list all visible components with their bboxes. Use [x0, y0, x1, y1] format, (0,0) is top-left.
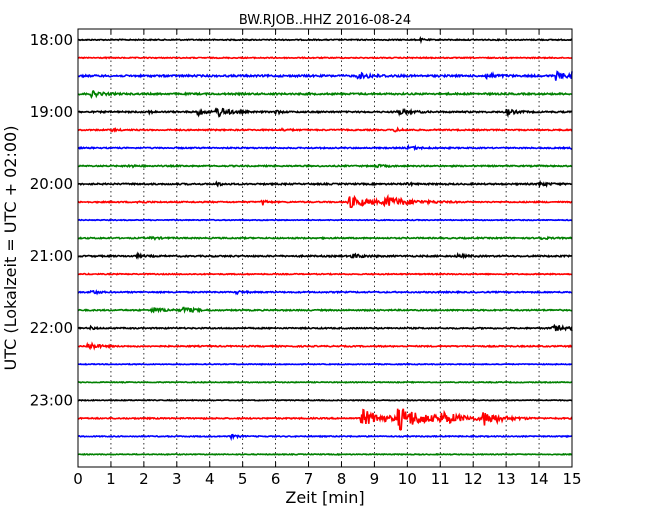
y-tick-label: 18:00: [30, 31, 73, 49]
y-tick-label: 22:00: [30, 319, 73, 337]
x-tick-label: 0: [73, 470, 83, 488]
trace-2100: [77, 251, 573, 261]
trace-2115: [77, 272, 573, 276]
x-tick-label: 3: [172, 470, 182, 488]
trace-2300: [77, 398, 573, 402]
x-tick-label: 2: [139, 470, 149, 488]
trace-1930: [77, 143, 573, 152]
trace-2345: [78, 452, 573, 456]
x-tick-label: 7: [304, 470, 314, 488]
y-tick-label: 20:00: [30, 175, 73, 193]
trace-lines: [77, 35, 573, 456]
x-tick-label: 12: [464, 470, 483, 488]
y-tick-label: 21:00: [30, 247, 73, 265]
trace-2230: [77, 362, 573, 366]
trace-2245: [78, 380, 573, 384]
trace-2330: [77, 433, 573, 442]
x-tick-label: 10: [398, 470, 417, 488]
x-tick-label: 15: [562, 470, 581, 488]
y-tick-label: 19:00: [30, 103, 73, 121]
vertical-grid: [110, 29, 540, 467]
y-axis-label: UTC (Lokalzeit = UTC + 02:00): [1, 126, 20, 371]
trace-1845: [77, 90, 573, 99]
trace-2200: [77, 323, 573, 332]
x-tick-label: 13: [497, 470, 516, 488]
trace-1915: [77, 126, 573, 133]
trace-1815: [78, 56, 573, 60]
trace-2000: [77, 179, 573, 188]
trace-1830: [77, 70, 573, 81]
trace-2030: [77, 218, 573, 222]
x-tick-label: 9: [370, 470, 380, 488]
trace-2015: [77, 193, 573, 209]
plot-frame: [77, 28, 573, 468]
trace-2045: [77, 235, 573, 241]
x-tick-label: 8: [337, 470, 347, 488]
trace-1945: [77, 163, 572, 169]
trace-2215: [77, 341, 573, 351]
chart-title: BW.RJOB..HHZ 2016-08-24: [239, 13, 411, 28]
x-tick-label: 14: [530, 470, 549, 488]
y-axis: 18:00 19:00 20:00 21:00 22:00 23:00: [30, 31, 572, 409]
x-tick-label: 5: [238, 470, 248, 488]
trace-1900: [77, 107, 573, 118]
trace-1800: [77, 35, 572, 45]
x-tick-label: 6: [271, 470, 281, 488]
trace-2130: [77, 289, 573, 296]
x-tick-label: 1: [106, 470, 116, 488]
trace-2145: [78, 306, 572, 314]
trace-2315: [77, 408, 573, 431]
x-axis-label: Zeit [min]: [285, 488, 364, 507]
x-tick-label: 4: [205, 470, 215, 488]
x-tick-label: 11: [431, 470, 450, 488]
y-tick-label: 23:00: [30, 391, 73, 409]
x-axis: 0 1 2 3 4 5 6 7 8 9 10 11 12 13 14 15: [73, 29, 582, 488]
